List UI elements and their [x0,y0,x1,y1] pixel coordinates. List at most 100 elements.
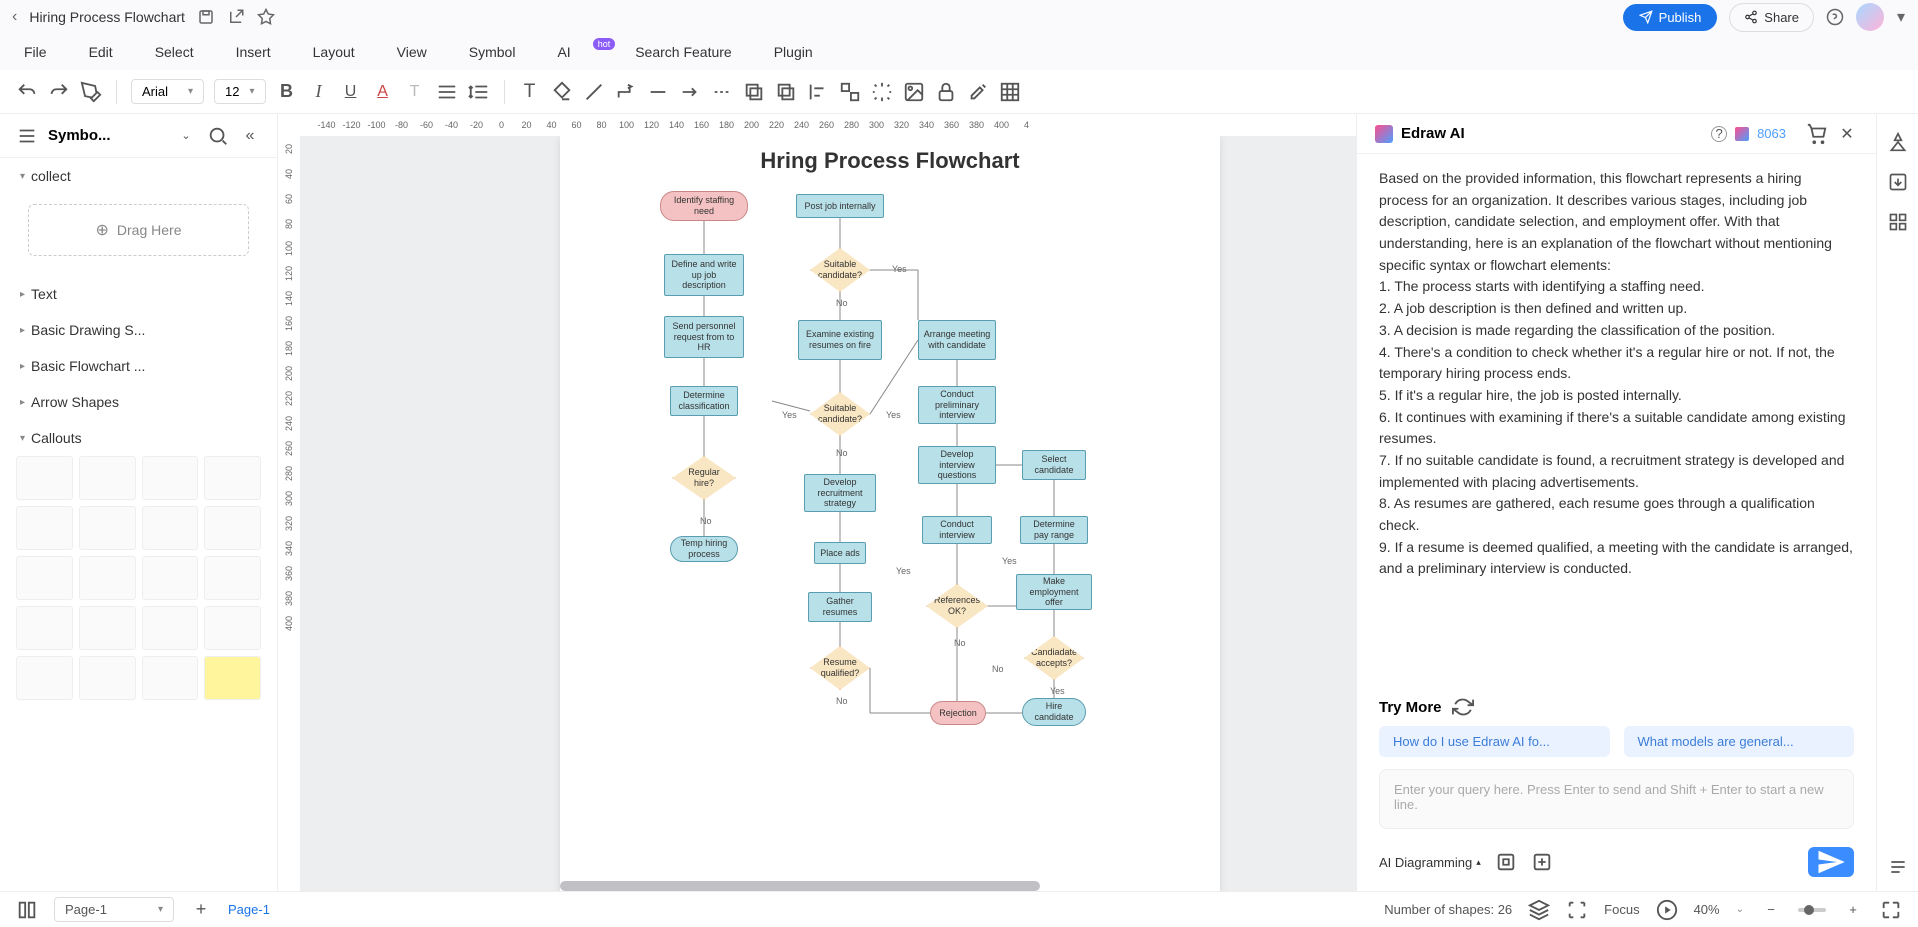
attach-icon[interactable] [1495,851,1517,873]
section-arrowshapes[interactable]: ▸Arrow Shapes [0,384,277,420]
redo-icon[interactable] [48,81,70,103]
line-spacing-icon[interactable] [468,81,490,103]
focus-icon[interactable] [1566,899,1588,921]
panel-dropdown-icon[interactable]: ⌄ [175,125,197,147]
menu-insert[interactable]: Insert [236,44,271,60]
help-icon[interactable] [1826,8,1844,26]
flowchart-node[interactable]: Suitable candidate? [810,248,870,292]
callout-thumb[interactable] [79,606,136,650]
menu-edit[interactable]: Edit [89,44,113,60]
callout-thumb[interactable] [142,456,199,500]
page-tab[interactable]: Page-1 [228,902,270,917]
lock-icon[interactable] [935,81,957,103]
back-chevron[interactable]: ‹ [12,8,17,26]
font-size-select[interactable]: 12▾ [214,79,266,104]
publish-button[interactable]: Publish [1623,4,1718,31]
flowchart-node[interactable]: Suitable candidate? [810,392,870,436]
callout-thumb[interactable] [16,456,73,500]
flowchart-node[interactable]: Hire candidate [1022,698,1086,726]
refresh-icon[interactable] [1452,696,1474,718]
presentation-icon[interactable] [1656,899,1678,921]
undo-icon[interactable] [16,81,38,103]
canvas[interactable]: Hring Process Flowchart Identify staffin… [300,136,1356,891]
cart-icon[interactable] [1806,123,1828,145]
flowchart-node[interactable]: Regular hire? [672,456,736,500]
section-callouts[interactable]: ▾Callouts [0,420,277,456]
line-style-icon[interactable] [647,81,669,103]
section-basicdrawings[interactable]: ▸Basic Drawing S... [0,312,277,348]
flowchart-node[interactable]: Candiadate accepts? [1024,636,1084,680]
text-tool-icon[interactable]: T [519,81,541,103]
user-avatar[interactable] [1856,3,1884,31]
connector-icon[interactable] [615,81,637,103]
grid-icon[interactable] [1888,212,1908,232]
group-icon[interactable] [839,81,861,103]
theme-icon[interactable] [1888,132,1908,152]
callout-thumb[interactable] [204,456,261,500]
flowchart-node[interactable]: Gather resumes [808,592,872,622]
flowchart-node[interactable]: Send personnel request from to HR [664,316,744,358]
menu-select[interactable]: Select [155,44,194,60]
layers-icon[interactable] [1528,899,1550,921]
page[interactable]: Hring Process Flowchart Identify staffin… [560,136,1220,891]
flowchart-node[interactable]: Temp hiring process [670,536,738,562]
library-icon[interactable] [16,125,38,147]
arrow-style-icon[interactable] [679,81,701,103]
table-icon[interactable] [999,81,1021,103]
horizontal-scrollbar[interactable] [560,881,1040,891]
zoom-out-icon[interactable]: − [1760,899,1782,921]
flowchart-node[interactable]: Develop interview questions [918,446,996,484]
flowchart-node[interactable]: Post job internally [796,194,884,218]
callout-thumb[interactable] [16,656,73,700]
callout-thumb[interactable] [142,506,199,550]
effects-icon[interactable] [871,81,893,103]
callout-thumb[interactable] [142,606,199,650]
add-page-icon[interactable]: + [190,899,212,921]
insert-icon[interactable] [1531,851,1553,873]
flowchart-node[interactable]: Identify staffing need [660,191,748,221]
flowchart-node[interactable]: Determine classification [670,386,738,416]
menu-layout[interactable]: Layout [313,44,355,60]
drag-zone[interactable]: ⊕Drag Here [28,204,249,256]
image-icon[interactable] [903,81,925,103]
callout-thumb[interactable] [79,456,136,500]
query-input[interactable]: Enter your query here. Press Enter to se… [1379,769,1854,829]
callout-thumb[interactable] [79,656,136,700]
flowchart-node[interactable]: Define and write up job description [664,254,744,296]
menu-file[interactable]: File [24,44,47,60]
flowchart-node[interactable]: Develop recruitment strategy [804,474,876,512]
page-select[interactable]: Page-1▾ [54,897,174,922]
bold-icon[interactable]: B [276,81,298,103]
layer-front-icon[interactable] [743,81,765,103]
flowchart-node[interactable]: Resume qualified? [810,646,870,690]
flowchart-node[interactable]: Conduct interview [922,516,992,544]
pages-icon[interactable] [16,899,38,921]
section-text[interactable]: ▸Text [0,276,277,312]
section-basicflowchart[interactable]: ▸Basic Flowchart ... [0,348,277,384]
tools-icon[interactable] [967,81,989,103]
suggestion-chip-1[interactable]: How do I use Edraw AI fo... [1379,726,1610,757]
format-painter-icon[interactable] [80,81,102,103]
callout-thumb[interactable] [16,606,73,650]
save-icon[interactable] [197,8,215,26]
flowchart-node[interactable]: Examine existing resumes on fire [798,320,882,360]
flowchart-node[interactable]: Arrange meeting with candidate [918,320,996,360]
send-button[interactable] [1808,847,1854,877]
font-color-icon[interactable]: A [372,81,394,103]
flowchart-node[interactable]: Conduct preliminary interview [918,386,996,424]
callout-thumb[interactable] [16,506,73,550]
flowchart-node[interactable]: Make employment offer [1016,574,1092,610]
fill-icon[interactable] [551,81,573,103]
callout-thumb[interactable] [79,506,136,550]
ai-mode-select[interactable]: AI Diagramming▴ [1379,855,1481,870]
close-icon[interactable]: ✕ [1836,123,1858,145]
callout-thumb[interactable] [16,556,73,600]
more-icon[interactable] [1888,857,1908,877]
callout-thumb[interactable] [204,556,261,600]
menu-symbol[interactable]: Symbol [469,44,516,60]
share-button[interactable]: Share [1729,3,1814,32]
menu-ai[interactable]: AIhot [557,44,593,60]
callout-thumb[interactable] [142,656,199,700]
callout-thumb[interactable] [204,506,261,550]
flowchart-node[interactable]: Place ads [814,542,866,564]
